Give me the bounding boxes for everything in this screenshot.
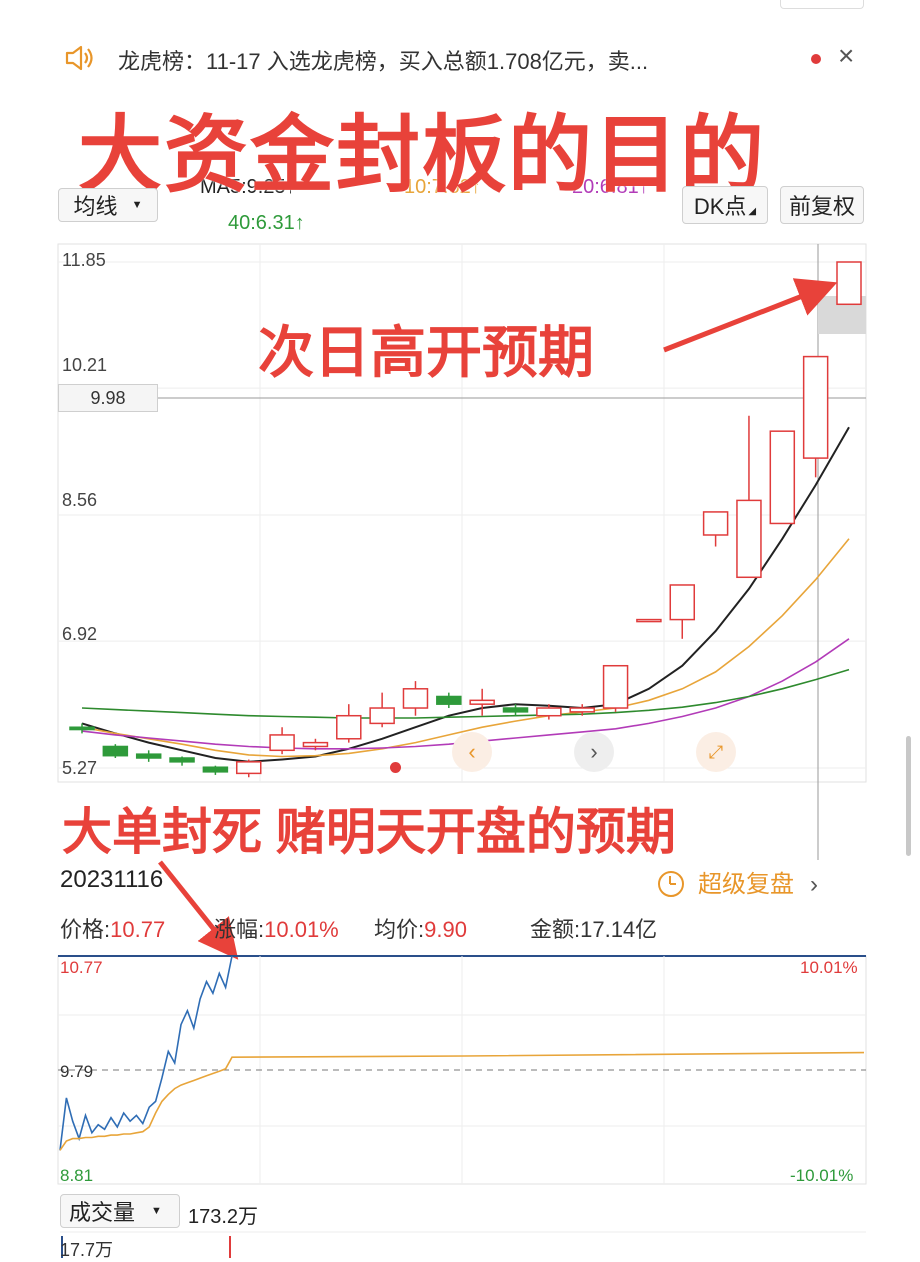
stat-change: 涨幅:10.01%: [214, 912, 339, 944]
intraday-axis-bottom: 8.81: [60, 1166, 94, 1185]
expand-icon[interactable]: ⤢: [696, 732, 736, 772]
crosshair-highlight: [818, 296, 866, 334]
volume-dropdown[interactable]: 成交量 ▼: [60, 1194, 180, 1228]
candle-body: [836, 261, 862, 306]
candle-body: [569, 707, 595, 713]
close-icon[interactable]: ×: [838, 40, 855, 71]
candle-body: [636, 618, 662, 623]
super-replay-link[interactable]: 超级复盘 ›: [658, 864, 818, 899]
replay-label: 超级复盘: [698, 871, 794, 898]
chevron-down-icon: ▼: [151, 1205, 162, 1217]
volume-value: 173.2万: [188, 1206, 259, 1228]
intraday-axis-top: 10.77: [60, 958, 103, 977]
intraday-axis-mid: 9.79: [60, 1062, 94, 1081]
overlay-title: 大资金封板的目的: [78, 108, 767, 202]
scrollbar: [906, 736, 911, 856]
next-arrow-button[interactable]: ›: [574, 732, 614, 772]
candle-body: [135, 753, 162, 759]
y-tick-label: 8.56: [62, 490, 98, 510]
candle-body: [269, 734, 295, 752]
notice-text[interactable]: 龙虎榜：11-17 入选龙虎榜，买入总额1.708亿元，卖...: [118, 49, 649, 74]
y-tick-label: 11.85: [62, 250, 106, 270]
price-line: [59, 955, 233, 1151]
intraday-pct-bottom: -10.01%: [790, 1166, 854, 1185]
stat-price: 价格:10.77: [60, 912, 165, 944]
indicator-dropdown[interactable]: 均线 ▼: [58, 188, 158, 222]
annotation-arrow: [663, 278, 838, 353]
crosshair-price-tag: 9.98: [58, 384, 158, 412]
chevron-right-icon: ›: [810, 871, 818, 898]
adjust-price-button[interactable]: 前复权: [780, 186, 864, 224]
ma10-readout: 10:7.82↑: [404, 176, 481, 198]
candle-body: [369, 707, 395, 725]
unread-dot: [811, 54, 821, 64]
candle-body: [69, 726, 95, 731]
candle-body: [302, 741, 329, 748]
dk-point-button[interactable]: DK点 ◢: [682, 186, 768, 224]
candle-body: [102, 745, 129, 757]
speaker-icon: [65, 45, 93, 71]
y-tick-label: 10.21: [62, 355, 108, 375]
candle-body: [702, 511, 729, 536]
corner-triangle-icon: ◢: [748, 206, 757, 217]
volume-axis-label: 17.7万: [60, 1240, 114, 1260]
stat-price-value: 10.77: [110, 917, 166, 942]
notice-bar[interactable]: 龙虎榜：11-17 入选龙虎榜，买入总额1.708亿元，卖... ×: [0, 30, 920, 86]
stat-change-label: 涨幅:: [214, 917, 265, 942]
ma-line-ma10: [81, 538, 850, 758]
candle-body: [502, 707, 529, 713]
stat-avg-value: 9.90: [424, 917, 467, 942]
candle-body: [669, 584, 696, 621]
stat-amount: 金额:17.14亿: [530, 912, 657, 944]
stat-change-value: 10.01%: [264, 917, 339, 942]
stat-avg-label: 均价:: [374, 917, 425, 942]
stat-amount-label: 金额:: [530, 917, 581, 942]
y-tick-label: 6.92: [62, 624, 98, 644]
y-tick-label: 5.27: [62, 758, 98, 778]
dk-label: DK点: [693, 194, 747, 219]
prev-arrow-button[interactable]: ‹: [452, 732, 492, 772]
chevron-down-icon: ▼: [131, 199, 143, 211]
volume-label: 成交量: [69, 1200, 136, 1225]
intraday-frame: [57, 955, 867, 1185]
candle-body: [769, 430, 796, 525]
intraday-pct-top: 10.01%: [800, 958, 858, 977]
candle-body: [436, 695, 462, 705]
ma5-readout: MA5:9.25↑: [200, 176, 296, 198]
avg-price-line: [59, 1051, 865, 1151]
ma20-readout: 20:6.81↑: [572, 176, 649, 198]
candle-body: [736, 499, 762, 579]
candle-body: [602, 664, 629, 709]
intraday-date: 20231116: [60, 866, 164, 893]
candle-body: [235, 761, 262, 775]
candle-body: [202, 766, 229, 773]
ma-line-ma40: [81, 668, 850, 719]
ma-line-ma5: [81, 426, 850, 763]
ma40-readout: 40:6.31↑: [228, 212, 305, 234]
stat-price-label: 价格:: [60, 917, 111, 942]
candle-body: [802, 355, 829, 459]
indicator-label: 均线: [73, 194, 118, 219]
annotation-seal: 大单封死 赌明天开盘的预期: [62, 804, 676, 860]
candle-body: [469, 699, 495, 705]
top-tab-stub: [780, 0, 864, 9]
candle-body: [536, 707, 562, 717]
marker-dot: [390, 762, 401, 773]
adjust-label: 前复权: [788, 194, 855, 219]
annotation-next-day: 次日高开预期: [258, 321, 594, 384]
candle-body: [336, 714, 362, 740]
stat-amount-value: 17.14亿: [580, 917, 658, 942]
candle-body: [169, 757, 195, 763]
history-clock-icon: [658, 870, 684, 897]
stat-avg: 均价:9.90: [374, 912, 467, 944]
candle-body: [402, 688, 429, 709]
